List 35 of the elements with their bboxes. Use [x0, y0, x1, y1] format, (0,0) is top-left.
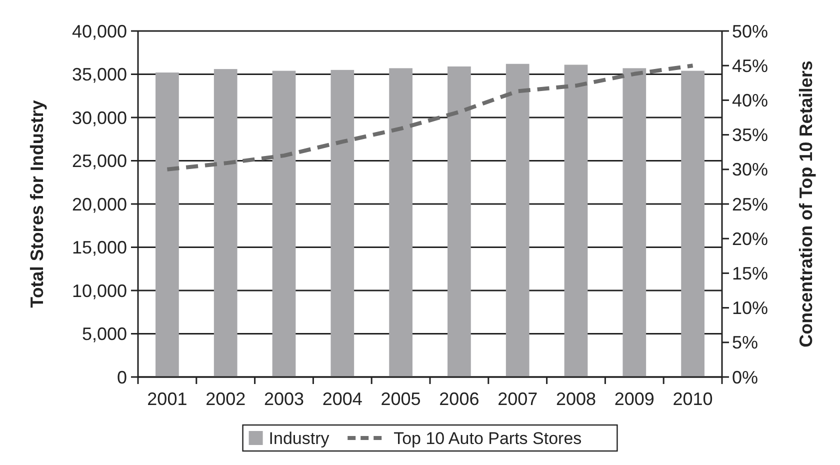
y2-tick-label: 0% [732, 367, 758, 388]
y2-tick-label: 45% [732, 56, 768, 76]
x-tick-label: 2005 [380, 389, 421, 409]
x-tick-label: 2007 [498, 389, 538, 409]
legend-label: Industry [268, 428, 330, 448]
y-axis-title: Total Stores for Industry [27, 100, 47, 308]
y2-tick-label: 25% [732, 194, 768, 214]
y-tick-label: 0 [116, 367, 127, 388]
y-tick-label: 25,000 [72, 151, 127, 172]
y2-tick-label: 5% [732, 332, 758, 353]
y2-tick-label: 40% [732, 90, 768, 110]
legend-label: Top 10 Auto Parts Stores [394, 428, 582, 448]
y-tick-label: 35,000 [72, 64, 127, 85]
x-tick-label: 2001 [147, 389, 188, 409]
x-tick-label: 2008 [556, 389, 596, 409]
x-tick-label: 2009 [614, 389, 654, 409]
y-tick-label: 20,000 [72, 194, 127, 214]
y2-tick-label: 35% [732, 125, 768, 146]
x-tick-label: 2010 [672, 389, 713, 409]
x-tick-label: 2003 [264, 389, 304, 409]
y2-axis-title: Concentration of Top 10 Retailers [796, 60, 816, 348]
y-tick-label: 10,000 [72, 280, 127, 301]
line-series [165, 64, 695, 172]
y-tick-label: 40,000 [72, 21, 127, 42]
y-tick-label: 15,000 [72, 238, 127, 258]
y2-tick-label: 50% [732, 21, 768, 42]
y2-tick-label: 10% [732, 298, 768, 318]
y2-tick-label: 30% [732, 160, 768, 180]
y-tick-label: 30,000 [72, 108, 127, 128]
y-tick-label: 5,000 [82, 324, 127, 344]
x-tick-label: 2004 [322, 389, 362, 409]
y2-tick-label: 15% [732, 264, 768, 284]
x-tick-label: 2002 [206, 389, 246, 409]
x-tick-label: 2006 [439, 389, 480, 409]
y2-tick-label: 20% [732, 228, 768, 249]
